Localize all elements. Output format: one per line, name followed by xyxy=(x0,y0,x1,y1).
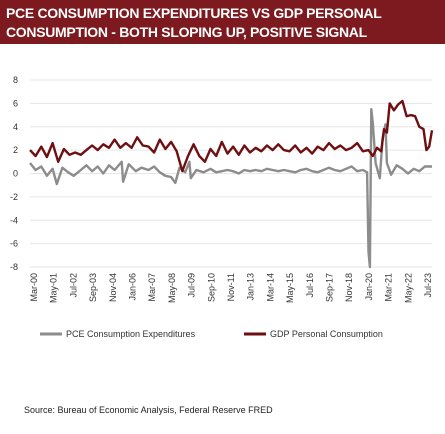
x-tick-label: Jan-20 xyxy=(364,273,374,301)
x-tick-label: Sep-03 xyxy=(88,273,98,302)
y-axis-ticks: 8 6 4 2 0 -2 -4 -6 -8 xyxy=(10,75,18,272)
x-tick-label: May-22 xyxy=(403,273,413,303)
source-note: Source: Bureau of Economic Analysis, Fed… xyxy=(24,405,273,415)
chart-title-line-1: PCE CONSUMPTION EXPENDITURES VS GDP PERS… xyxy=(6,5,382,21)
y-tick-label: 8 xyxy=(13,75,18,85)
y-tick-label: 6 xyxy=(13,98,18,108)
title-band: PCE CONSUMPTION EXPENDITURES VS GDP PERS… xyxy=(0,0,445,44)
x-tick-label: Mar-07 xyxy=(147,273,157,302)
x-tick-label: May-08 xyxy=(167,273,177,303)
x-tick-label: Mar-14 xyxy=(265,273,275,302)
legend-label-pce: PCE Consumption Expenditures xyxy=(66,329,196,339)
x-tick-label: Nov-11 xyxy=(226,273,236,301)
x-tick-label: May-01 xyxy=(49,273,59,303)
pce-line xyxy=(29,108,432,269)
x-tick-label: Jul-16 xyxy=(305,273,315,298)
x-tick-label: Nov-18 xyxy=(344,273,354,302)
x-tick-label: Mar-00 xyxy=(29,273,39,302)
y-tick-label: -4 xyxy=(10,215,18,225)
chart: 8 6 4 2 0 -2 -4 -6 -8 Mar-00 May-01 Jul-02 Sep-03 No… xyxy=(10,75,434,339)
y-tick-label: 2 xyxy=(13,145,18,155)
x-axis-ticks: Mar-00 May-01 Jul-02 Sep-03 Nov-04 Jan-06 Mar-… xyxy=(29,273,433,303)
gdp-line xyxy=(29,99,434,173)
y-tick-label: -6 xyxy=(10,239,18,249)
series xyxy=(29,99,434,269)
legend: PCE Consumption Expenditures GDP Persona… xyxy=(40,329,383,339)
x-tick-label: Jan-13 xyxy=(246,273,256,301)
x-tick-label: Jul-02 xyxy=(68,273,78,298)
x-tick-label: Jul-09 xyxy=(187,273,197,298)
x-tick-label: Jul-23 xyxy=(423,273,433,298)
x-tick-label: May-15 xyxy=(285,273,295,303)
chart-title-line-2: CONSUMPTION - BOTH SLOPING UP, POSITIVE … xyxy=(6,24,367,40)
y-tick-label: -8 xyxy=(10,262,18,272)
y-tick-label: 4 xyxy=(13,122,18,132)
legend-label-gdp: GDP Personal Consumption xyxy=(270,329,383,339)
y-tick-label: 0 xyxy=(13,169,18,179)
x-tick-label: Sep-10 xyxy=(206,273,216,302)
x-tick-label: Nov-04 xyxy=(108,273,118,302)
x-tick-label: Sep-17 xyxy=(325,273,335,302)
x-tick-label: Jan-06 xyxy=(128,273,138,301)
y-tick-label: -2 xyxy=(10,192,18,202)
x-tick-label: Mar-21 xyxy=(384,273,394,302)
